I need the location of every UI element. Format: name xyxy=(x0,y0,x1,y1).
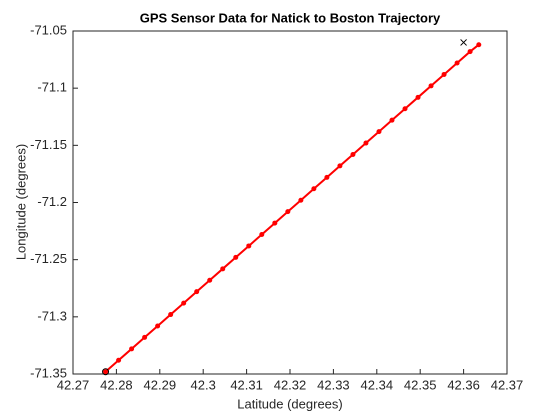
y-tick-label: -71.3 xyxy=(37,308,67,323)
data-point xyxy=(259,232,265,238)
data-point xyxy=(467,49,473,55)
data-point xyxy=(220,266,226,272)
x-tick-label: 42.33 xyxy=(317,377,350,392)
data-point xyxy=(194,289,200,295)
chart-title: GPS Sensor Data for Natick to Boston Tra… xyxy=(140,10,441,25)
data-point xyxy=(389,117,395,123)
data-point xyxy=(376,129,382,135)
x-tick-label: 42.36 xyxy=(447,377,480,392)
y-tick-label: -71.35 xyxy=(30,365,67,380)
end-marker xyxy=(460,39,467,46)
data-point xyxy=(441,71,447,77)
data-point xyxy=(233,254,239,260)
x-tick-label: 42.28 xyxy=(100,377,133,392)
data-point xyxy=(337,163,343,169)
data-point xyxy=(454,60,460,66)
y-tick-label: -71.2 xyxy=(37,194,67,209)
data-point xyxy=(103,369,109,375)
x-tick-label: 42.27 xyxy=(57,377,90,392)
data-point xyxy=(168,312,174,318)
x-tick-label: 42.32 xyxy=(274,377,307,392)
data-point xyxy=(350,151,356,157)
data-point xyxy=(181,300,187,306)
y-tick-label: -71.05 xyxy=(30,22,67,37)
data-point xyxy=(311,186,317,192)
x-tick-label: 42.35 xyxy=(404,377,437,392)
y-tick-label: -71.15 xyxy=(30,137,67,152)
data-point xyxy=(363,140,369,146)
x-tick-label: 42.31 xyxy=(230,377,263,392)
trajectory-line xyxy=(104,43,480,373)
data-point xyxy=(246,243,252,249)
data-point xyxy=(116,357,122,363)
data-point xyxy=(415,94,421,100)
axes-box xyxy=(72,30,508,375)
data-point xyxy=(428,83,434,89)
data-point xyxy=(207,277,213,283)
data-point xyxy=(476,42,482,48)
data-point xyxy=(142,334,148,340)
data-point xyxy=(272,220,278,226)
y-axis-label: Longitude (degrees) xyxy=(13,144,28,260)
start-marker xyxy=(102,368,110,376)
x-tick-label: 42.34 xyxy=(361,377,394,392)
data-point xyxy=(285,209,291,215)
x-tick-label: 42.29 xyxy=(144,377,177,392)
data-point xyxy=(129,346,135,352)
data-point xyxy=(298,197,304,203)
data-point xyxy=(402,106,408,112)
data-point xyxy=(155,323,161,329)
y-tick-label: -71.1 xyxy=(37,80,67,95)
data-point xyxy=(324,174,330,180)
x-axis-label: Latitude (degrees) xyxy=(237,396,343,411)
x-tick-label: 42.3 xyxy=(191,377,216,392)
y-tick-label: -71.25 xyxy=(30,251,67,266)
x-tick-label: 42.37 xyxy=(491,377,524,392)
